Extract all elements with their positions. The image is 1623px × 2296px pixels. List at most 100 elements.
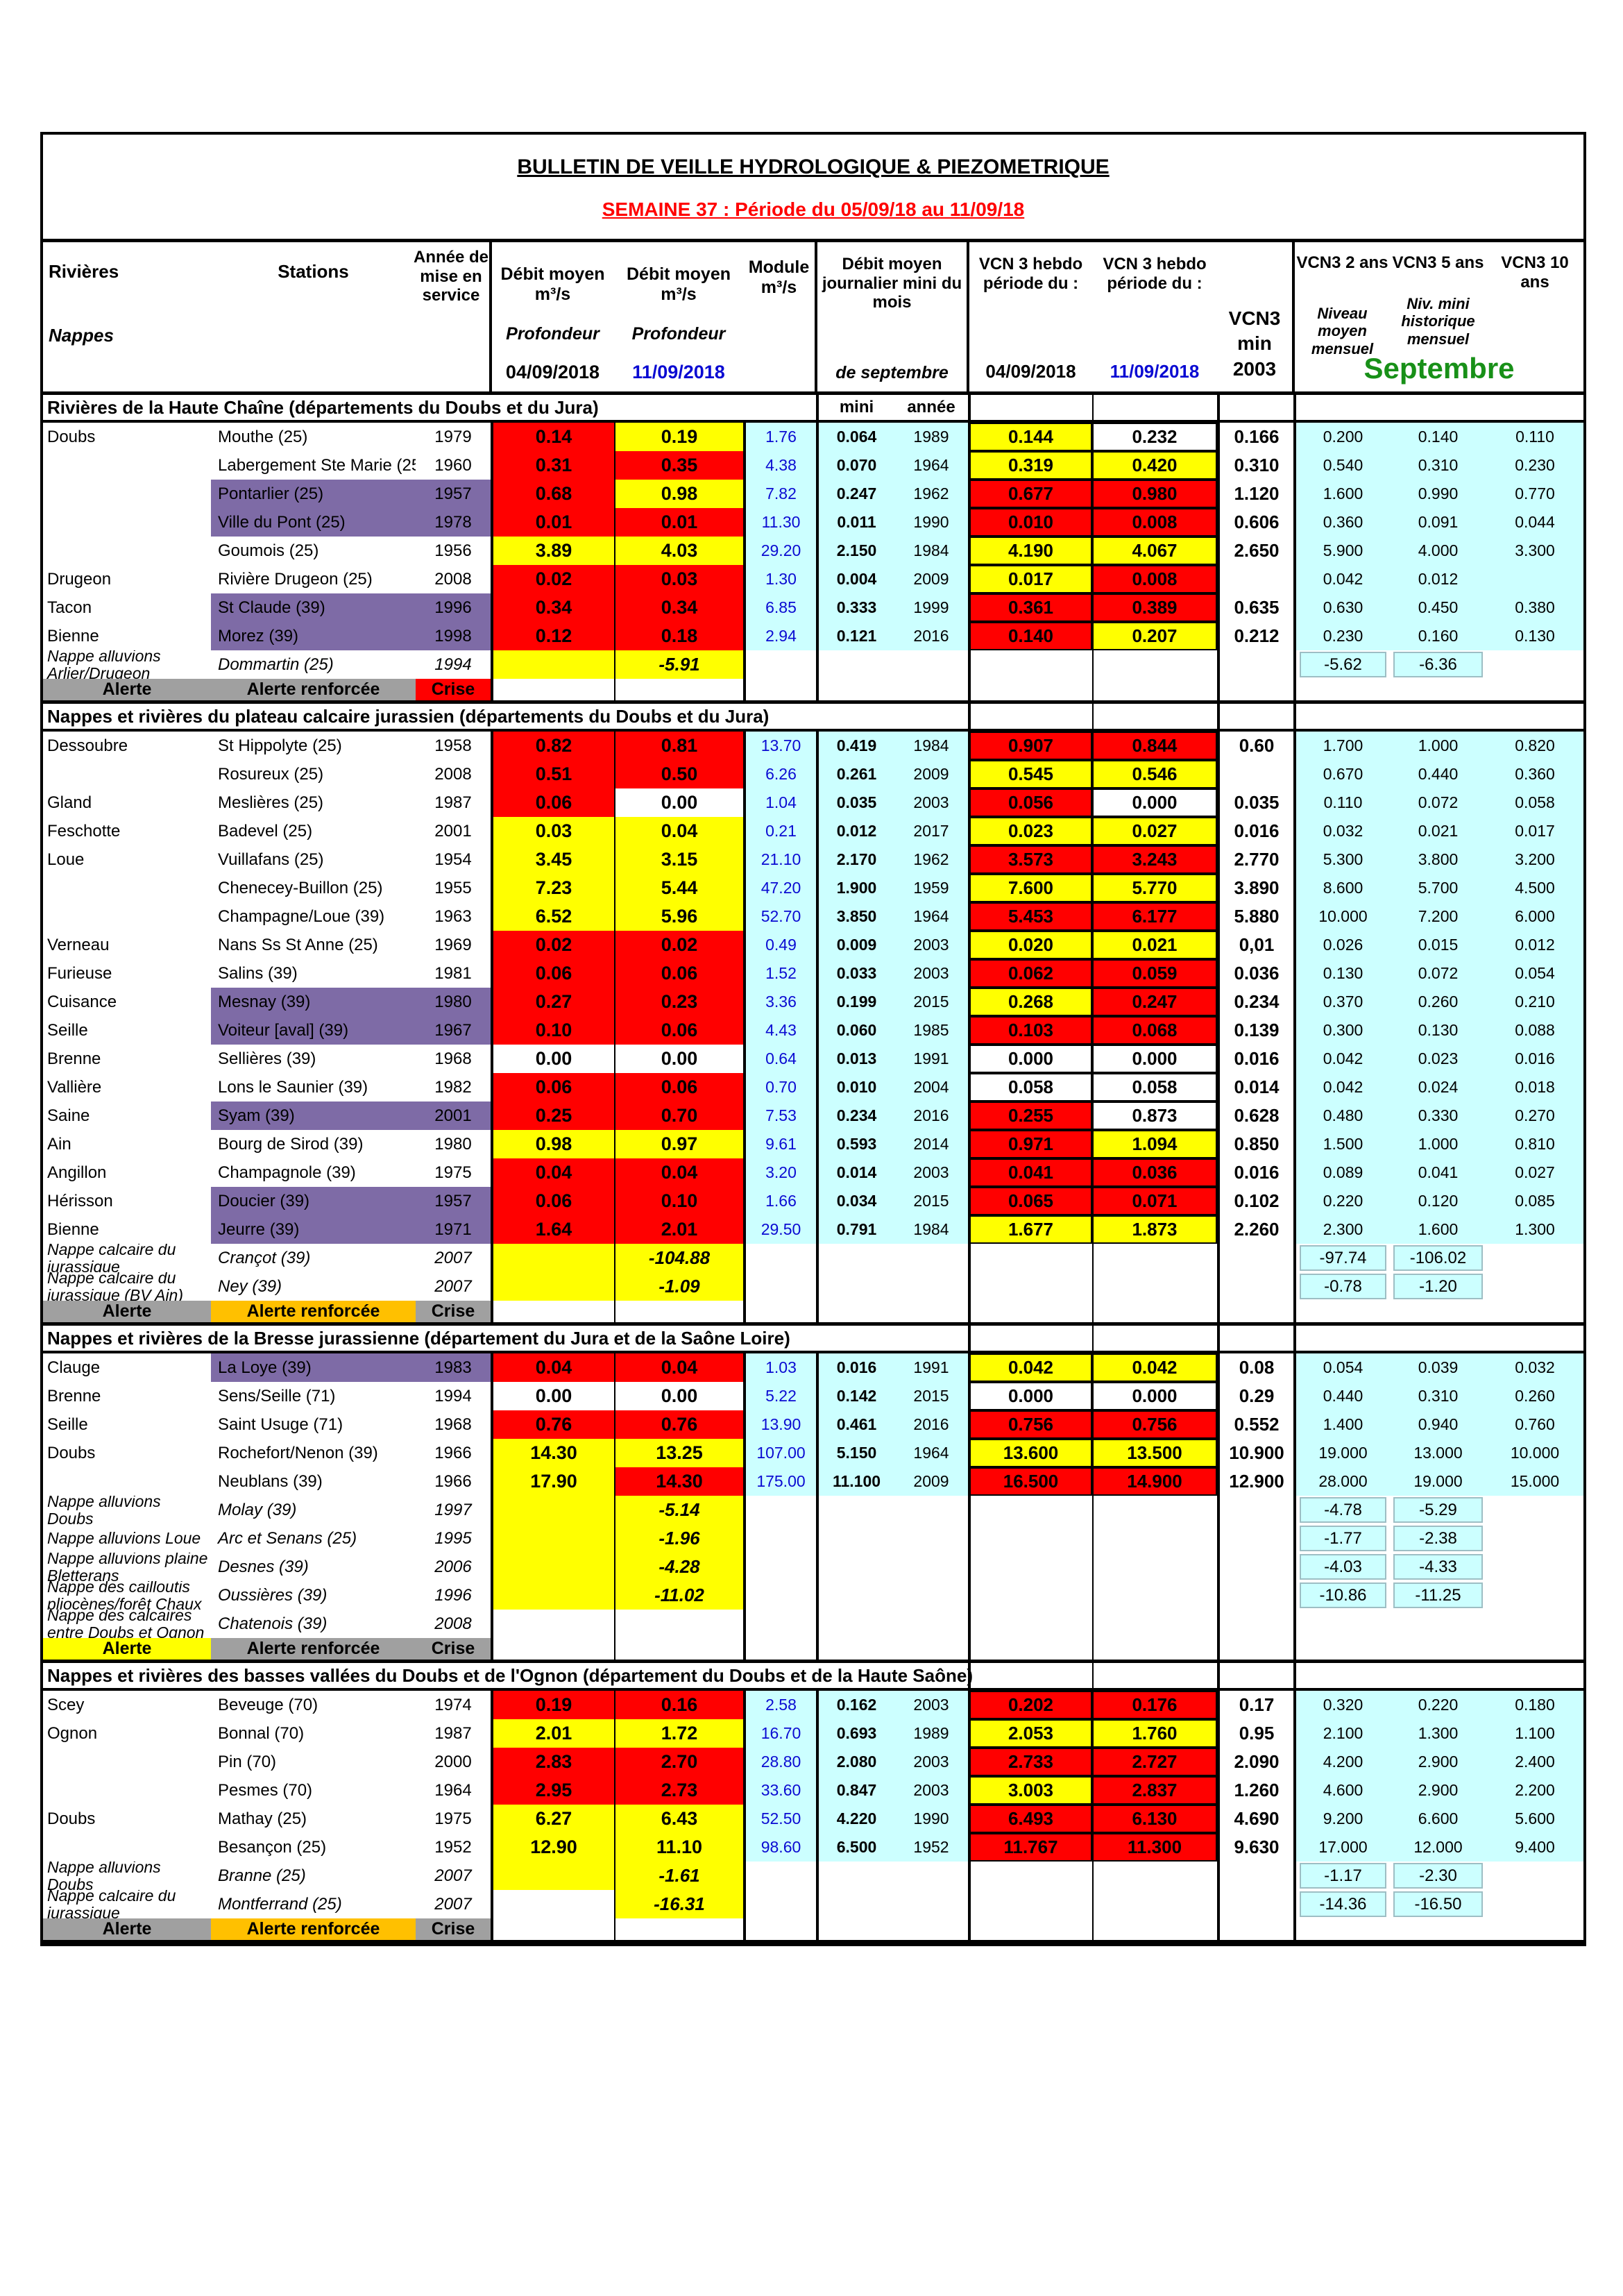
sections-container: Rivières de la Haute Chaîne (département… [43, 395, 1583, 1943]
cell-riviere: Bienne [47, 1219, 99, 1239]
cell-vcn3-1109: 0.036 [1092, 1158, 1217, 1187]
cell-debit-1109: 5.96 [614, 902, 743, 931]
cell-vcn3-1109 [1092, 1581, 1217, 1610]
cell-vcn3-5ans: 0.140 [1390, 423, 1486, 451]
cell-debit-1109: 0.97 [614, 1130, 743, 1158]
bulletin-table: BULLETIN DE VEILLE HYDROLOGIQUE & PIEZOM… [40, 132, 1586, 1946]
cell-mini: 0.162 [816, 1691, 894, 1719]
cell-debit-0409 [491, 1524, 614, 1553]
cell-riviere [43, 1833, 211, 1862]
cell-station: Oussières (39) [218, 1585, 328, 1605]
cell-debit-1109: 0.06 [614, 1016, 743, 1045]
legend-filler [968, 1638, 1092, 1660]
cell-debit-0409: 0.19 [491, 1691, 614, 1719]
cell-vcn3-2ans: 0.670 [1293, 760, 1390, 788]
cell-vcn3-5ans: 0.310 [1390, 451, 1486, 480]
cell-mini [816, 1890, 894, 1918]
cell-debit-0409: 0.31 [491, 451, 614, 480]
cell-vcn3-0409 [968, 1272, 1092, 1301]
section-title: Rivières de la Haute Chaîne (département… [43, 395, 816, 423]
cell-vcn3-1109: 11.300 [1092, 1833, 1217, 1862]
cell-vcn3-2ans: 1.600 [1293, 480, 1390, 508]
legend-filler [1092, 1638, 1217, 1660]
cell-vcn3-5ans: 5.700 [1390, 874, 1486, 902]
cell-mini-annee: 1990 [894, 1805, 968, 1833]
cell-vcn3-10ans: 9.400 [1486, 1833, 1583, 1862]
cell-vcn3-0409: 11.767 [968, 1833, 1092, 1862]
cell-vcn3-5ans: 0.160 [1390, 622, 1486, 650]
cell-vcn3-0409: 0.065 [968, 1187, 1092, 1215]
cell-debit-1109: 2.70 [614, 1748, 743, 1776]
cell-vcn3-2ans: 0.042 [1293, 1045, 1390, 1073]
cell-debit-0409: 2.01 [491, 1719, 614, 1748]
header-filler [1486, 395, 1583, 423]
cell-vcn3-10ans: 1.100 [1486, 1719, 1583, 1748]
cell-mini: 0.011 [816, 508, 894, 537]
cell-vcn3-0409: 0.677 [968, 480, 1092, 508]
divider [489, 242, 492, 391]
section: Rivières de la Haute Chaîne (département… [43, 395, 1583, 704]
cell-annee-service: 1975 [434, 1163, 472, 1182]
cell-module: 1.66 [743, 1187, 816, 1215]
cell-debit-1109: 13.25 [614, 1439, 743, 1467]
cell-vcn3-10ans: 15.000 [1486, 1467, 1583, 1496]
cell-module: 52.50 [743, 1805, 816, 1833]
cell-riviere [43, 480, 211, 508]
cell-mini-annee: 2014 [894, 1130, 968, 1158]
cell-riviere: Scey [47, 1695, 85, 1714]
legend-alerte-renforcee: Alerte renforcée [211, 1301, 416, 1322]
cell-station: Labergement Ste Marie (25) [218, 455, 416, 475]
cell-vcn3-0409 [968, 1890, 1092, 1918]
cell-vcn3-10ans [1486, 1524, 1583, 1553]
cell-mini-annee: 2015 [894, 1187, 968, 1215]
cell-mini-annee: 1991 [894, 1045, 968, 1073]
nappe-level-box: -5.29 [1393, 1497, 1483, 1523]
cell-mini-annee: 2009 [894, 1467, 968, 1496]
cell-vcn3-2ans: 0.230 [1293, 622, 1390, 650]
cell-vcn3-0409: 0.268 [968, 988, 1092, 1016]
cell-mini: 0.060 [816, 1016, 894, 1045]
cell-vcn3-10ans: 4.500 [1486, 874, 1583, 902]
section-title: Nappes et rivières de la Bresse jurassie… [43, 1326, 968, 1353]
cell-mini-annee [894, 1610, 968, 1638]
cell-debit-0409: 0.27 [491, 988, 614, 1016]
cell-station: Saint Usuge (71) [218, 1415, 343, 1434]
cell-vcn3-min-2003 [1217, 650, 1293, 679]
header-filler [1092, 704, 1217, 732]
cell-mini: 3.850 [816, 902, 894, 931]
legend-alerte: Alerte [43, 679, 211, 700]
column-header-band: Rivières Nappes Stations Année de mise e… [43, 242, 1583, 395]
cell-vcn3-10ans [1486, 1610, 1583, 1638]
nappe-level-box: -14.36 [1300, 1891, 1386, 1917]
cell-vcn3-0409: 2.053 [968, 1719, 1092, 1748]
cell-vcn3-1109: 2.837 [1092, 1776, 1217, 1805]
cell-debit-1109: 0.70 [614, 1101, 743, 1130]
nappe-level-box: -4.33 [1393, 1554, 1483, 1580]
cell-riviere: Brenne [47, 1049, 101, 1068]
cell-vcn3-5ans: 6.600 [1390, 1805, 1486, 1833]
cell-vcn3-min-2003: 0.29 [1217, 1382, 1293, 1410]
cell-vcn3-1109: 0.000 [1092, 1045, 1217, 1073]
legend-filler [491, 1301, 614, 1322]
cell-vcn3-0409 [968, 1581, 1092, 1610]
col-header-vcn3-hebdo-1109: VCN 3 hebdo période du : [1103, 255, 1207, 293]
cell-station: Pin (70) [218, 1752, 277, 1771]
cell-debit-1109: 0.10 [614, 1187, 743, 1215]
cell-debit-1109: -1.61 [614, 1862, 743, 1890]
cell-mini-annee [894, 1244, 968, 1272]
cell-mini: 0.064 [816, 423, 894, 451]
legend-filler [968, 679, 1092, 700]
cell-vcn3-5ans: 2.900 [1390, 1776, 1486, 1805]
cell-mini: 0.014 [816, 1158, 894, 1187]
cell-mini-annee: 1989 [894, 423, 968, 451]
cell-riviere [43, 537, 211, 565]
cell-mini [816, 1524, 894, 1553]
cell-debit-0409: 14.30 [491, 1439, 614, 1467]
legend-filler [491, 1918, 614, 1940]
cell-vcn3-min-2003 [1217, 1272, 1293, 1301]
cell-vcn3-10ans: 5.600 [1486, 1805, 1583, 1833]
cell-module [743, 1524, 816, 1553]
cell-vcn3-0409: 4.190 [968, 537, 1092, 565]
cell-vcn3-0409: 13.600 [968, 1439, 1092, 1467]
cell-riviere: Ognon [47, 1723, 98, 1743]
